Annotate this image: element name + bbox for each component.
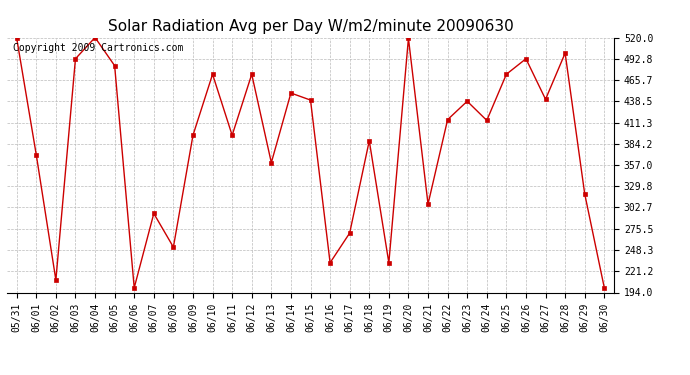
Text: Solar Radiation Avg per Day W/m2/minute 20090630: Solar Radiation Avg per Day W/m2/minute … [108, 19, 513, 34]
Text: Copyright 2009 Cartronics.com: Copyright 2009 Cartronics.com [13, 43, 184, 52]
